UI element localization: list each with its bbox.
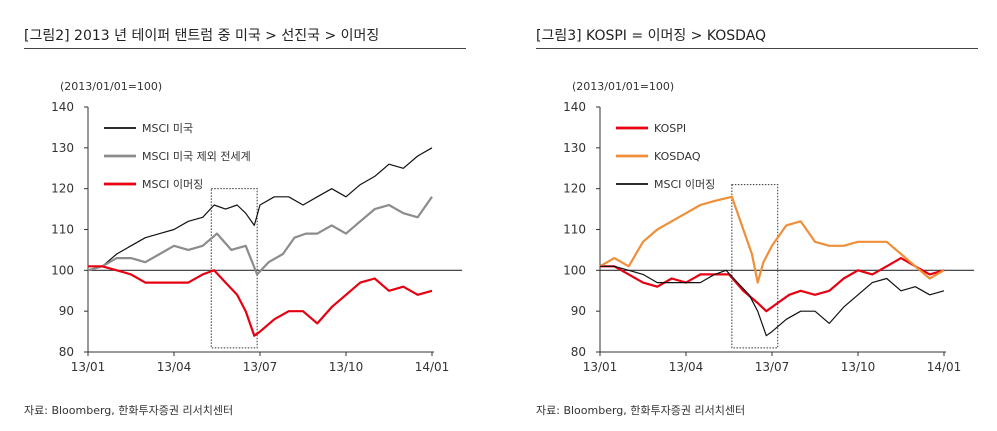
x-tick-label: 13/10 <box>329 360 364 374</box>
x-tick-label: 13/10 <box>841 360 876 374</box>
x-tick-label: 14/01 <box>927 360 962 374</box>
source-note: 자료: Bloomberg, 한화투자증권 리서치센터 <box>24 404 234 417</box>
x-tick-label: 13/07 <box>755 360 790 374</box>
legend-label: KOSDAQ <box>654 150 701 163</box>
figure-title: [그림3] KOSPI = 이머징 > KOSDAQ <box>536 28 767 44</box>
x-tick-label: 13/04 <box>669 360 704 374</box>
legend-label: MSCI 미국 <box>142 122 193 135</box>
series-line <box>600 257 945 313</box>
y-tick-label: 110 <box>51 223 74 237</box>
y-tick-label: 110 <box>563 223 586 237</box>
x-tick-label: 13/07 <box>243 360 278 374</box>
y-tick-label: 140 <box>563 100 586 114</box>
y-tick-label: 120 <box>51 182 74 196</box>
y-tick-label: 100 <box>563 263 586 277</box>
series-line <box>88 265 433 337</box>
y-tick-label: 80 <box>59 345 74 359</box>
taper-tantrum-highlight-box <box>731 184 779 349</box>
figure-title: [그림2] 2013 년 테이퍼 탠트럼 중 미국 > 선진국 > 이머징 <box>24 28 380 44</box>
chart-panel-left: [그림2] 2013 년 테이퍼 탠트럼 중 미국 > 선진국 > 이머징 (2… <box>0 0 480 431</box>
x-tick-label: 14/01 <box>415 360 450 374</box>
y-tick-label: 130 <box>51 141 74 155</box>
series-line <box>599 195 945 284</box>
y-tick-label: 130 <box>563 141 586 155</box>
line-chart-right: (2013/01/01=100) 80 90 100 110 120 130 140 13/01… <box>563 80 974 374</box>
y-tick-label: 90 <box>571 304 586 318</box>
y-tick-label: 90 <box>59 304 74 318</box>
y-tick-label: 120 <box>563 182 586 196</box>
x-tick-label: 13/04 <box>157 360 192 374</box>
series-line <box>87 147 433 271</box>
series-line <box>600 265 945 337</box>
title-divider <box>24 48 466 49</box>
title-divider <box>536 48 978 49</box>
legend-label: MSCI 미국 제외 전세계 <box>142 150 251 163</box>
legend-label: MSCI 이머징 <box>142 178 203 191</box>
source-note: 자료: Bloomberg, 한화투자증권 리서치센터 <box>536 404 746 417</box>
taper-tantrum-highlight-box <box>210 188 258 349</box>
legend-label: KOSPI <box>654 122 686 135</box>
y-tick-label: 80 <box>571 345 586 359</box>
unit-note: (2013/01/01=100) <box>572 80 674 93</box>
x-tick-label: 13/01 <box>583 360 618 374</box>
y-tick-label: 100 <box>51 263 74 277</box>
unit-note: (2013/01/01=100) <box>60 80 162 93</box>
legend-label: MSCI 이머징 <box>654 178 715 191</box>
x-tick-label: 13/01 <box>71 360 106 374</box>
y-tick-label: 140 <box>51 100 74 114</box>
line-chart-left: (2013/01/01=100) 80 90 100 110 120 130 140 13/01… <box>51 80 462 374</box>
series-line <box>87 196 433 276</box>
chart-panel-right: [그림3] KOSPI = 이머징 > KOSDAQ (2013/01/01=1… <box>512 0 992 431</box>
